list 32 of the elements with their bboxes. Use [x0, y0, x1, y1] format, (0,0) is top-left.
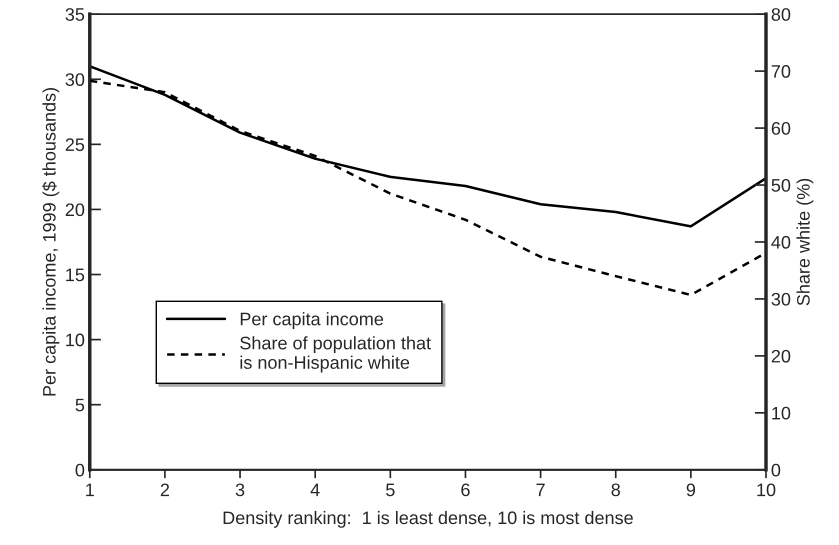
- y2-tick-label: 70: [772, 65, 790, 78]
- y2-tick-label: 0: [772, 464, 780, 477]
- y-tick-label: 5: [76, 398, 84, 412]
- legend-label: Share of population that is non-Hispanic white: [240, 336, 431, 372]
- y2-tick-label: 50: [772, 178, 790, 192]
- y2-tick-label: 30: [772, 292, 790, 306]
- y2-tick-label: 80: [772, 8, 790, 21]
- y2-axis-title: Share white (%): [796, 178, 814, 306]
- legend-label: Per capita income: [240, 312, 384, 329]
- x-tick-label: 10: [757, 483, 776, 496]
- x-tick-label: 2: [160, 483, 170, 496]
- y2-tick-label: 10: [772, 406, 790, 420]
- y-tick-label: 30: [66, 73, 84, 86]
- y-tick-label: 35: [66, 8, 84, 21]
- x-tick-label: 5: [386, 484, 395, 496]
- x-tick-label: 7: [536, 484, 545, 496]
- x-tick-label: 8: [611, 483, 620, 496]
- y-tick-label: 20: [66, 203, 84, 216]
- y-tick-label: 0: [76, 464, 84, 477]
- y2-tick-label: 60: [772, 122, 790, 135]
- x-tick-label: 3: [236, 483, 244, 496]
- y-tick-label: 15: [66, 268, 84, 282]
- x-tick-label: 6: [461, 483, 470, 496]
- y2-tick-label: 20: [772, 350, 790, 363]
- y-axis-title: Per capita income, 1999 ($ thousands): [42, 88, 60, 396]
- y-tick-label: 10: [66, 334, 84, 346]
- x-tick-label: 4: [310, 484, 320, 496]
- y-tick-label: 25: [66, 138, 84, 152]
- y2-tick-label: 40: [771, 236, 790, 249]
- x-tick-label: 1: [86, 484, 94, 496]
- x-axis-title: Density ranking: 1 is least dense, 10 is most dense: [224, 510, 633, 528]
- x-tick-label: 9: [686, 483, 696, 496]
